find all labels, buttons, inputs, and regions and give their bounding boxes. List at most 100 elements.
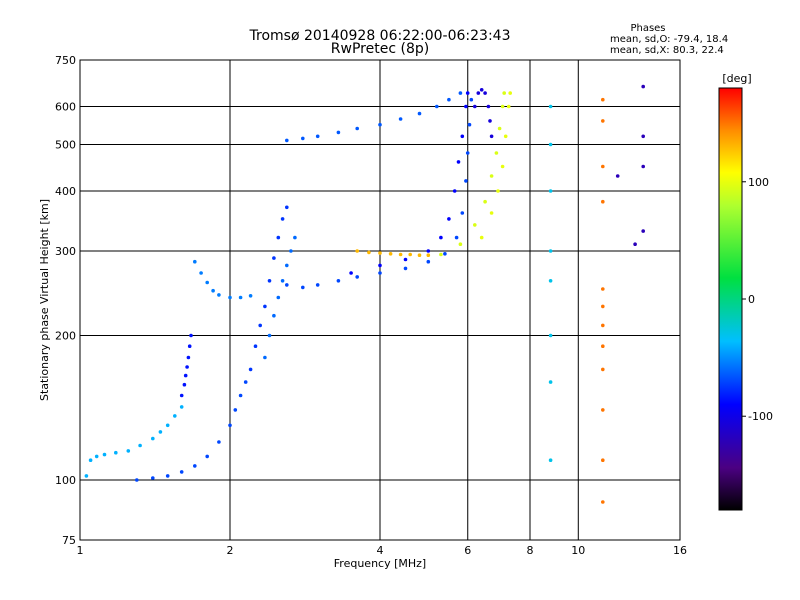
data-point [601,500,605,504]
data-point [248,294,253,298]
data-point [483,199,487,204]
data-point [135,478,139,482]
data-point [378,263,382,268]
data-point [263,355,267,360]
data-point [158,430,163,434]
data-point [615,174,620,178]
data-point [193,464,197,468]
trace-group [248,205,289,372]
data-point [233,408,238,412]
data-point [488,119,492,123]
data-point [426,249,431,253]
data-point [193,259,197,264]
data-point [179,393,184,398]
data-point [464,179,468,183]
data-point [258,323,263,328]
data-point [186,355,191,360]
y-tick-label: 300 [55,245,76,258]
data-point [173,414,177,418]
data-point [315,283,320,287]
data-point [179,405,184,409]
data-point [408,252,413,257]
data-point [467,122,472,127]
data-point [601,97,605,102]
data-point [182,382,187,387]
data-point [272,256,276,260]
trace-group [135,380,248,482]
data-point [601,119,605,123]
data-point [217,440,221,444]
data-point [102,452,107,457]
data-point [228,295,232,300]
data-point [367,250,371,255]
x-tick-label: 10 [571,544,585,557]
trace-group [285,97,474,290]
colorbar-ticks: 100 0 -100 [742,176,773,423]
data-point [280,217,285,221]
data-point [205,280,209,285]
data-point [473,104,477,109]
plot-frame [79,59,681,541]
grid-lines [80,60,680,540]
data-point [211,288,215,293]
data-point [285,283,289,287]
data-point [458,242,463,246]
data-point [503,134,508,139]
data-point [276,295,281,300]
data-point [548,279,553,283]
data-points [84,84,645,504]
data-point [601,199,605,204]
data-point [633,242,637,246]
data-point [199,271,203,275]
data-point [465,151,470,155]
y-tick-label: 750 [55,54,76,67]
data-point [496,189,500,193]
data-point [349,271,353,275]
data-point [417,111,422,116]
data-point [378,271,382,275]
x-tick-label: 6 [464,544,471,557]
data-point [483,91,487,95]
data-point [479,88,484,92]
data-point [398,117,403,121]
data-point [601,458,605,463]
data-point [426,259,431,264]
trace-group [439,91,507,257]
data-point [601,287,605,291]
colorbar [718,87,743,511]
data-point [479,235,484,240]
data-point [355,249,360,253]
data-point [301,136,305,141]
data-point [378,122,382,127]
y-tick-label: 200 [55,330,76,343]
data-point [276,235,281,240]
x-tick-label: 2 [227,544,234,557]
data-point [447,97,451,102]
data-point [508,91,512,95]
data-point [301,285,305,290]
trace-group [615,84,645,246]
data-point [426,253,431,257]
data-point [263,304,267,309]
data-point [506,104,511,109]
data-point [336,130,341,135]
trace-group [479,91,512,240]
trace-group [263,235,297,360]
trace-group [601,97,605,504]
data-point [601,408,605,412]
data-point [476,91,481,95]
data-point [179,470,184,474]
data-point [601,367,605,372]
phase-x-mode: mean, sd,X: 80.3, 22.4 [610,45,724,56]
data-point [267,333,272,338]
data-point [497,126,502,131]
phase-heading: Phases [630,23,665,34]
data-point [285,263,289,268]
data-point [601,164,605,169]
data-point [84,474,89,478]
data-point [185,365,189,369]
data-point [473,223,477,227]
data-point [641,134,645,139]
data-point [285,205,289,210]
